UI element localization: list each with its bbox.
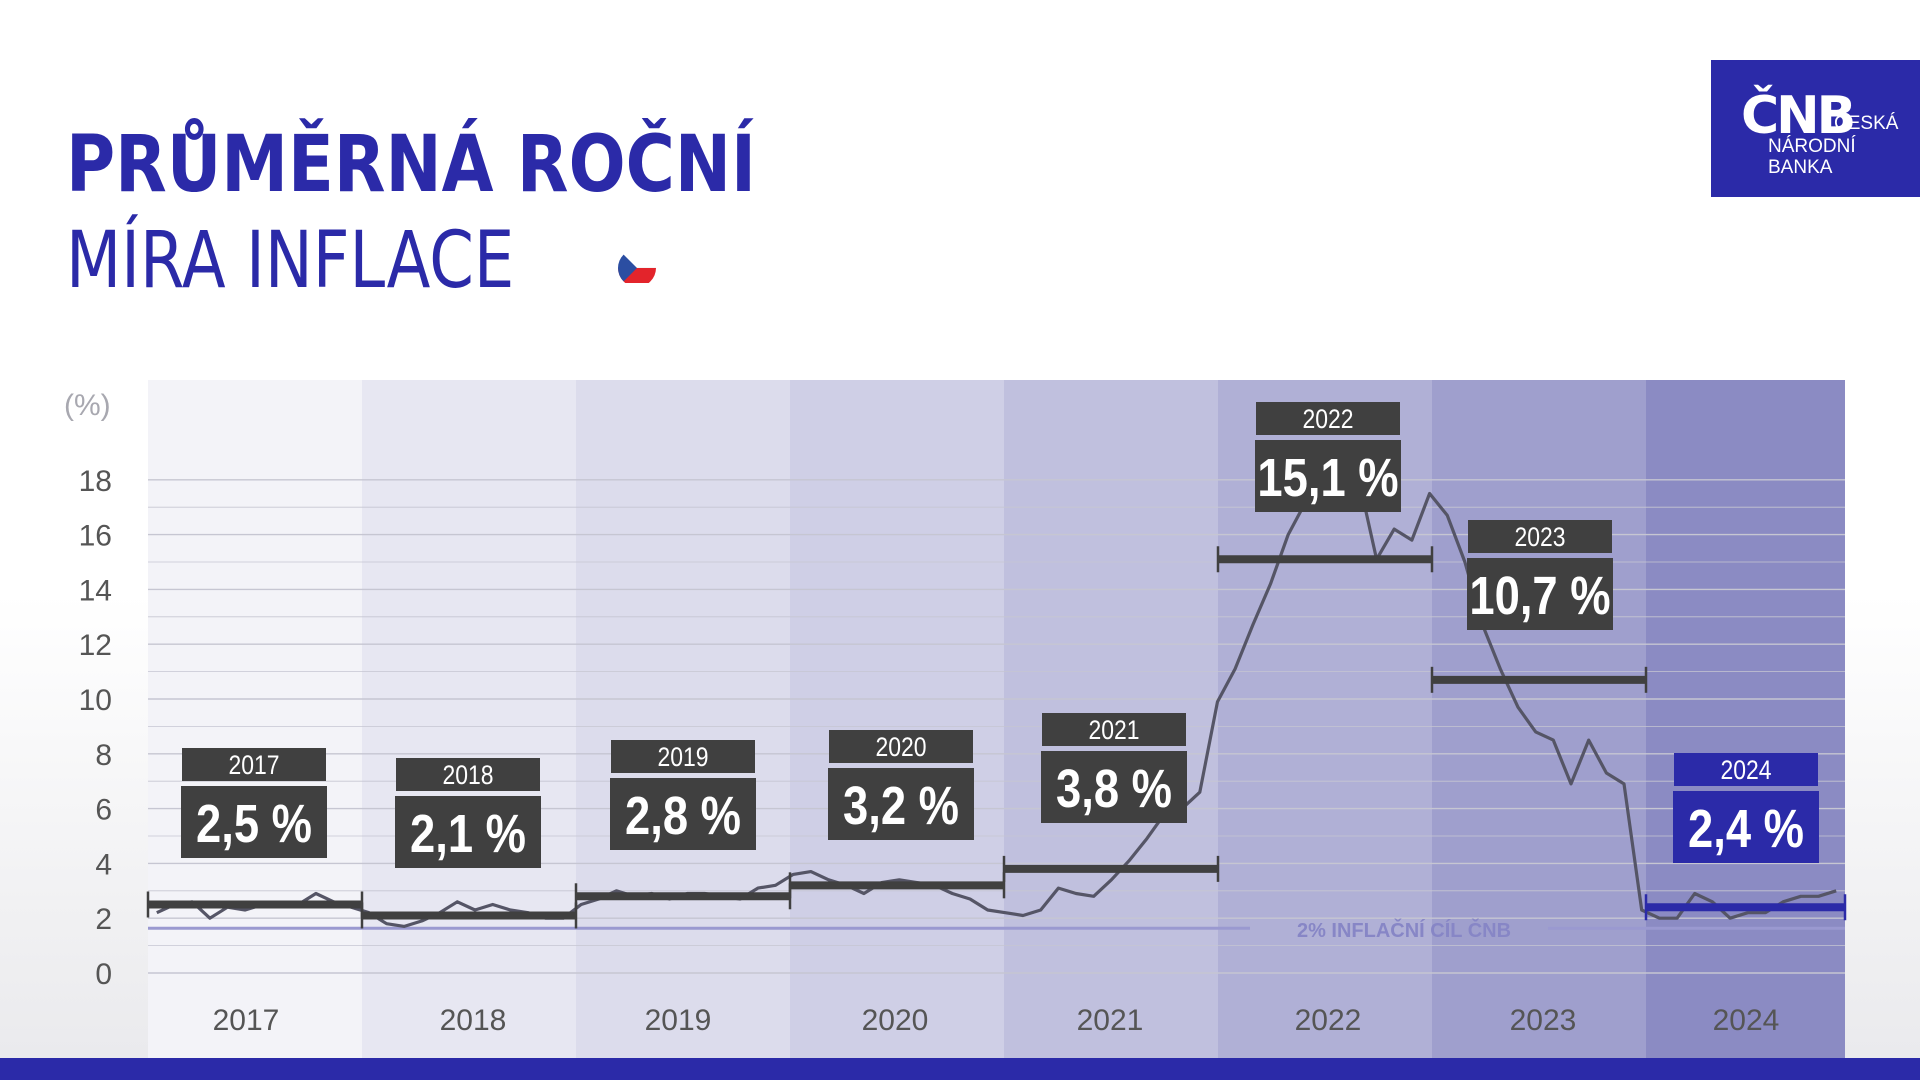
value-label-2020: 2020 3,2 % bbox=[828, 730, 974, 840]
x-tick-label: 2017 bbox=[213, 1004, 280, 1037]
value-text: 15,1 % bbox=[1257, 447, 1398, 508]
year-tag bbox=[1256, 402, 1400, 435]
year-tag bbox=[396, 758, 540, 791]
value-text: 2,1 % bbox=[410, 803, 526, 864]
year-band-2017 bbox=[148, 380, 362, 1058]
year-tag bbox=[829, 730, 973, 763]
year-tag-text: 2018 bbox=[442, 760, 493, 790]
year-tag-text: 2019 bbox=[657, 742, 708, 772]
y-tick-label: 4 bbox=[95, 848, 112, 881]
annual-average-bar-2024 bbox=[1644, 894, 1847, 921]
x-tick-label: 2020 bbox=[862, 1004, 929, 1037]
x-tick-label: 2022 bbox=[1295, 1004, 1362, 1037]
y-tick-label: 16 bbox=[79, 520, 112, 553]
logo-line2-3: NÁRODNÍ BANKA bbox=[1768, 136, 1856, 179]
y-tick-label: 2 bbox=[95, 903, 112, 936]
value-label-2024: 2024 2,4 % bbox=[1673, 753, 1819, 863]
value-box bbox=[1467, 558, 1613, 630]
value-label-2023: 2023 10,7 % bbox=[1467, 520, 1613, 630]
value-box bbox=[610, 778, 756, 850]
value-text: 3,8 % bbox=[1056, 758, 1172, 819]
y-tick-label: 0 bbox=[95, 958, 112, 991]
value-text: 10,7 % bbox=[1469, 565, 1610, 626]
y-tick-label: 6 bbox=[95, 794, 112, 827]
y-axis-label: (%) bbox=[64, 389, 111, 422]
year-tag bbox=[182, 748, 326, 781]
x-tick-label: 2024 bbox=[1713, 1004, 1780, 1037]
year-tag-text: 2023 bbox=[1514, 522, 1565, 552]
year-tag bbox=[1468, 520, 1612, 553]
bottom-bar bbox=[0, 1058, 1920, 1080]
x-tick-label: 2021 bbox=[1077, 1004, 1144, 1037]
y-tick-label: 14 bbox=[79, 574, 112, 607]
value-box bbox=[395, 796, 541, 868]
value-box bbox=[828, 768, 974, 840]
czech-flag-icon bbox=[618, 253, 656, 283]
value-label-2018: 2018 2,1 % bbox=[395, 758, 541, 868]
page-title-line2: MÍRA INFLACE bbox=[66, 216, 515, 306]
value-text: 2,5 % bbox=[196, 793, 312, 854]
value-box bbox=[181, 786, 327, 858]
year-band-2020 bbox=[790, 380, 1004, 1058]
year-tag bbox=[611, 740, 755, 773]
year-tag-text: 2017 bbox=[228, 750, 279, 780]
cnb-logo: ČNB ČESKÁ NÁRODNÍ BANKA bbox=[1711, 60, 1920, 197]
year-tag-text: 2024 bbox=[1720, 755, 1771, 785]
y-tick-label: 18 bbox=[79, 465, 112, 498]
year-band-2019 bbox=[576, 380, 790, 1058]
value-label-2017: 2017 2,5 % bbox=[181, 748, 327, 858]
value-label-2021: 2021 3,8 % bbox=[1041, 713, 1187, 823]
year-band-2024 bbox=[1646, 380, 1845, 1058]
year-tag-text: 2022 bbox=[1302, 404, 1353, 434]
logo-mark: ČNB bbox=[1741, 86, 1856, 146]
target-label: 2% INFLAČNÍ CÍL ČNB bbox=[1297, 918, 1511, 942]
value-label-2019: 2019 2,8 % bbox=[610, 740, 756, 850]
logo-line3: BANKA bbox=[1768, 157, 1833, 179]
value-box bbox=[1255, 440, 1401, 512]
value-label-2022: 2022 15,1 % bbox=[1255, 402, 1401, 512]
page-title-line1: PRŮMĚRNÁ ROČNÍ bbox=[66, 120, 756, 210]
y-tick-label: 8 bbox=[95, 739, 112, 772]
year-tag bbox=[1674, 753, 1818, 786]
year-band-2023 bbox=[1432, 380, 1646, 1058]
year-band-2018 bbox=[362, 380, 576, 1058]
y-tick-label: 10 bbox=[79, 684, 112, 717]
x-tick-label: 2019 bbox=[645, 1004, 712, 1037]
annual-average-bar-2023 bbox=[1430, 666, 1648, 693]
year-tag-text: 2020 bbox=[875, 732, 926, 762]
y-tick-label: 12 bbox=[79, 629, 112, 662]
annual-average-bar-2022 bbox=[1216, 546, 1434, 573]
x-tick-label: 2018 bbox=[440, 1004, 507, 1037]
year-tag bbox=[1042, 713, 1186, 746]
logo-line1: ČESKÁ bbox=[1834, 113, 1899, 134]
year-tag-text: 2021 bbox=[1088, 715, 1139, 745]
logo-line2: NÁRODNÍ bbox=[1768, 136, 1856, 157]
value-box bbox=[1673, 791, 1819, 863]
x-tick-label: 2023 bbox=[1510, 1004, 1577, 1037]
annual-average-bar-2021 bbox=[1002, 855, 1220, 882]
value-text: 3,2 % bbox=[843, 775, 959, 836]
value-text: 2,4 % bbox=[1688, 798, 1804, 859]
value-box bbox=[1041, 751, 1187, 823]
value-text: 2,8 % bbox=[625, 785, 741, 846]
